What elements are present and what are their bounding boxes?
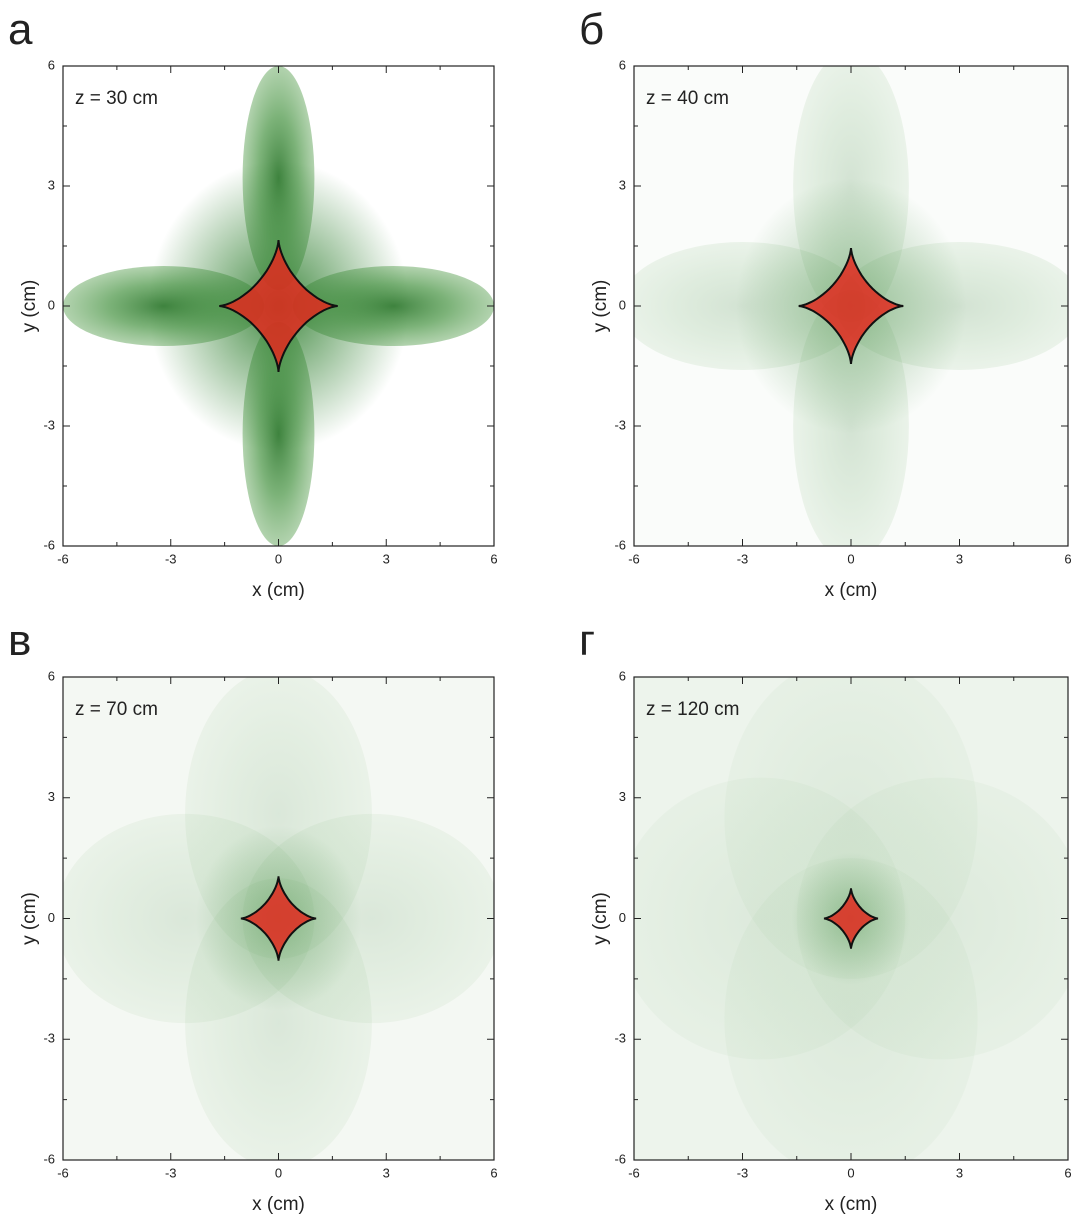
- y-axis-label: y (cm): [590, 280, 611, 333]
- y-tick-label: -6: [43, 537, 55, 552]
- panel-letter: б: [579, 5, 604, 54]
- panel: -6 -3 0 3 6 -6 -3 0 3 6 x (cm) y (cm) z = 40 cm б: [579, 5, 1072, 601]
- x-axis-label: x (cm): [252, 1194, 305, 1215]
- y-axis-label: y (cm): [19, 280, 40, 333]
- y-tick-label: -6: [614, 537, 626, 552]
- y-tick-label: 0: [48, 910, 55, 925]
- x-tick-label: -6: [628, 551, 640, 566]
- beam-cloud: [63, 66, 494, 546]
- x-tick-label: 0: [275, 551, 282, 566]
- x-tick-label: -3: [737, 1165, 749, 1180]
- annotation: z = 40 cm: [646, 88, 729, 109]
- y-axis-label: y (cm): [590, 892, 611, 945]
- y-tick-label: -3: [43, 1031, 55, 1046]
- caustic-astroid: [823, 888, 879, 949]
- x-tick-label: 6: [1064, 1165, 1071, 1180]
- caustic-astroid: [798, 248, 904, 364]
- y-tick-label: 3: [48, 177, 55, 192]
- x-tick-label: 3: [956, 1165, 963, 1180]
- y-tick-label: -3: [43, 417, 55, 432]
- panel: -6 -3 0 3 6 -6 -3 0 3 6 x (cm) y (cm) z = 120 cm г: [579, 616, 1072, 1215]
- y-tick-label: 6: [48, 57, 55, 72]
- y-axis-label: y (cm): [19, 892, 40, 945]
- y-tick-label: 3: [619, 177, 626, 192]
- beam-cloud: [634, 66, 1068, 546]
- x-axis-label: x (cm): [825, 1194, 878, 1215]
- y-tick-label: 3: [48, 789, 55, 804]
- x-tick-label: 6: [1064, 551, 1071, 566]
- y-tick-label: -3: [614, 1031, 626, 1046]
- caustic-astroid: [219, 240, 338, 372]
- y-tick-label: 0: [619, 297, 626, 312]
- x-tick-label: 0: [847, 551, 854, 566]
- beam-cloud: [63, 677, 494, 1160]
- x-tick-label: 0: [847, 1165, 854, 1180]
- x-tick-label: -6: [628, 1165, 640, 1180]
- caustic-astroid: [240, 876, 317, 961]
- x-axis-label: x (cm): [252, 580, 305, 601]
- beam-lobe: [724, 858, 978, 1160]
- x-tick-label: 0: [275, 1165, 282, 1180]
- x-tick-label: 3: [383, 551, 390, 566]
- x-tick-label: 6: [490, 1165, 497, 1180]
- x-tick-label: -3: [165, 1165, 177, 1180]
- y-tick-label: -6: [43, 1151, 55, 1166]
- panel-letter: в: [8, 616, 31, 665]
- y-tick-label: 0: [48, 297, 55, 312]
- x-tick-label: -6: [57, 551, 69, 566]
- y-tick-label: 0: [619, 910, 626, 925]
- x-tick-label: 3: [383, 1165, 390, 1180]
- x-tick-label: 6: [490, 551, 497, 566]
- y-tick-label: -3: [614, 417, 626, 432]
- x-tick-label: -3: [737, 551, 749, 566]
- beam-cloud: [634, 677, 1068, 1160]
- y-tick-label: 6: [619, 57, 626, 72]
- y-tick-label: 6: [619, 668, 626, 683]
- panel: -6 -3 0 3 6 -6 -3 0 3 6 x (cm) y (cm) z = 70 cm в: [8, 616, 498, 1215]
- annotation: z = 120 cm: [646, 699, 739, 720]
- y-tick-label: 3: [619, 789, 626, 804]
- panel: -6 -3 0 3 6 -6 -3 0 3 6 x (cm) y (cm) z = 30 cm а: [8, 5, 498, 601]
- y-tick-label: 6: [48, 668, 55, 683]
- x-tick-label: -3: [165, 551, 177, 566]
- x-axis-label: x (cm): [825, 580, 878, 601]
- annotation: z = 70 cm: [75, 699, 158, 720]
- panel-letter: г: [579, 616, 595, 665]
- x-tick-label: 3: [956, 551, 963, 566]
- annotation: z = 30 cm: [75, 88, 158, 109]
- x-tick-label: -6: [57, 1165, 69, 1180]
- y-tick-label: -6: [614, 1151, 626, 1166]
- panel-letter: а: [8, 5, 33, 54]
